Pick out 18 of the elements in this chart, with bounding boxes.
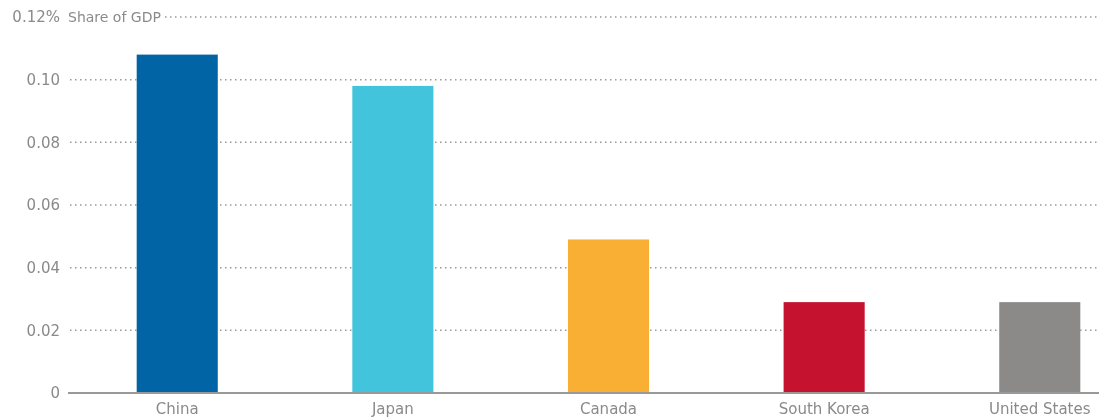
y-tick-label: 0.04: [26, 258, 60, 277]
bar: [352, 85, 434, 393]
y-tick-label: 0: [50, 384, 60, 403]
y-axis-title: Share of GDP: [68, 8, 161, 25]
bar: [999, 302, 1081, 393]
bar: [136, 54, 218, 393]
y-tick-label: 0.12%: [12, 8, 60, 27]
y-tick-label: 0.10: [26, 70, 60, 89]
x-tick-label: South Korea: [778, 400, 870, 418]
y-tick-label: 0.06: [26, 196, 60, 215]
y-tick-label: 0.02: [26, 321, 60, 340]
bar: [783, 302, 865, 393]
x-tick-label: United States: [988, 400, 1091, 418]
bar: [567, 239, 650, 393]
y-tick-label: 0.08: [26, 133, 60, 152]
x-tick-label: China: [155, 400, 199, 418]
x-tick-label: Japan: [370, 400, 414, 418]
x-tick-label: Canada: [579, 400, 638, 418]
